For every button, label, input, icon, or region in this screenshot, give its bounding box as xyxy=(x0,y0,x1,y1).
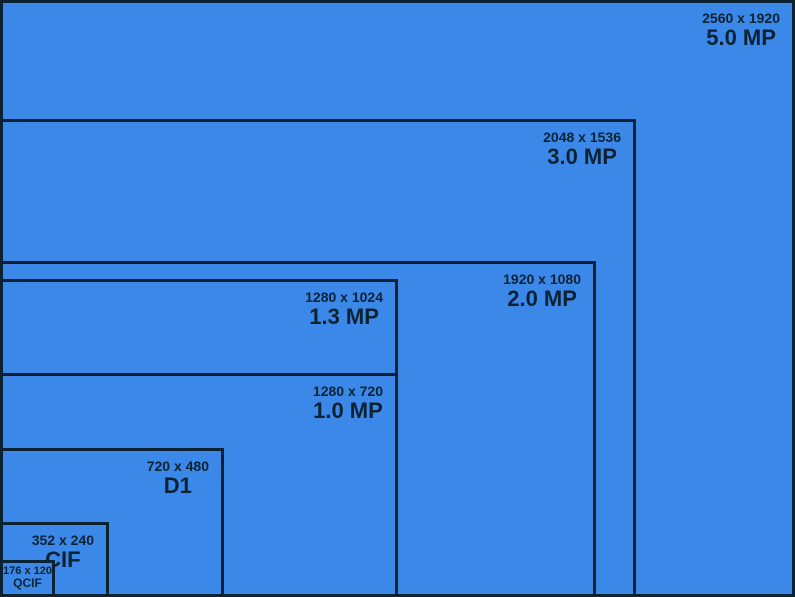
res-name-text: 1.0 MP xyxy=(313,399,383,423)
res-label-r1280x720: 1280 x 7201.0 MP xyxy=(313,384,383,424)
res-name-text: QCIF xyxy=(3,577,52,590)
res-label-r2560: 2560 x 19205.0 MP xyxy=(702,11,780,51)
res-dim-text: 1280 x 1024 xyxy=(305,290,383,305)
res-dim-text: 2048 x 1536 xyxy=(543,130,621,145)
res-label-r1920: 1920 x 10802.0 MP xyxy=(503,272,581,312)
res-name-text: 5.0 MP xyxy=(702,26,780,50)
res-label-r1280x1024: 1280 x 10241.3 MP xyxy=(305,290,383,330)
res-box-r176: 176 x 120QCIF xyxy=(0,560,55,597)
res-dim-text: 1920 x 1080 xyxy=(503,272,581,287)
res-dim-text: 720 x 480 xyxy=(147,459,209,474)
res-dim-text: 352 x 240 xyxy=(32,533,94,548)
resolution-diagram: 2560 x 19205.0 MP 2048 x 15363.0 MP 1920 x… xyxy=(0,0,795,597)
res-name-text: 3.0 MP xyxy=(543,145,621,169)
res-name-text: 2.0 MP xyxy=(503,287,581,311)
res-label-r2048: 2048 x 15363.0 MP xyxy=(543,130,621,170)
res-name-text: 1.3 MP xyxy=(305,305,383,329)
res-dim-text: 1280 x 720 xyxy=(313,384,383,399)
res-label-r176: 176 x 120QCIF xyxy=(3,565,52,590)
res-label-r720: 720 x 480D1 xyxy=(147,459,209,499)
res-name-text: D1 xyxy=(147,474,209,498)
res-dim-text: 2560 x 1920 xyxy=(702,11,780,26)
